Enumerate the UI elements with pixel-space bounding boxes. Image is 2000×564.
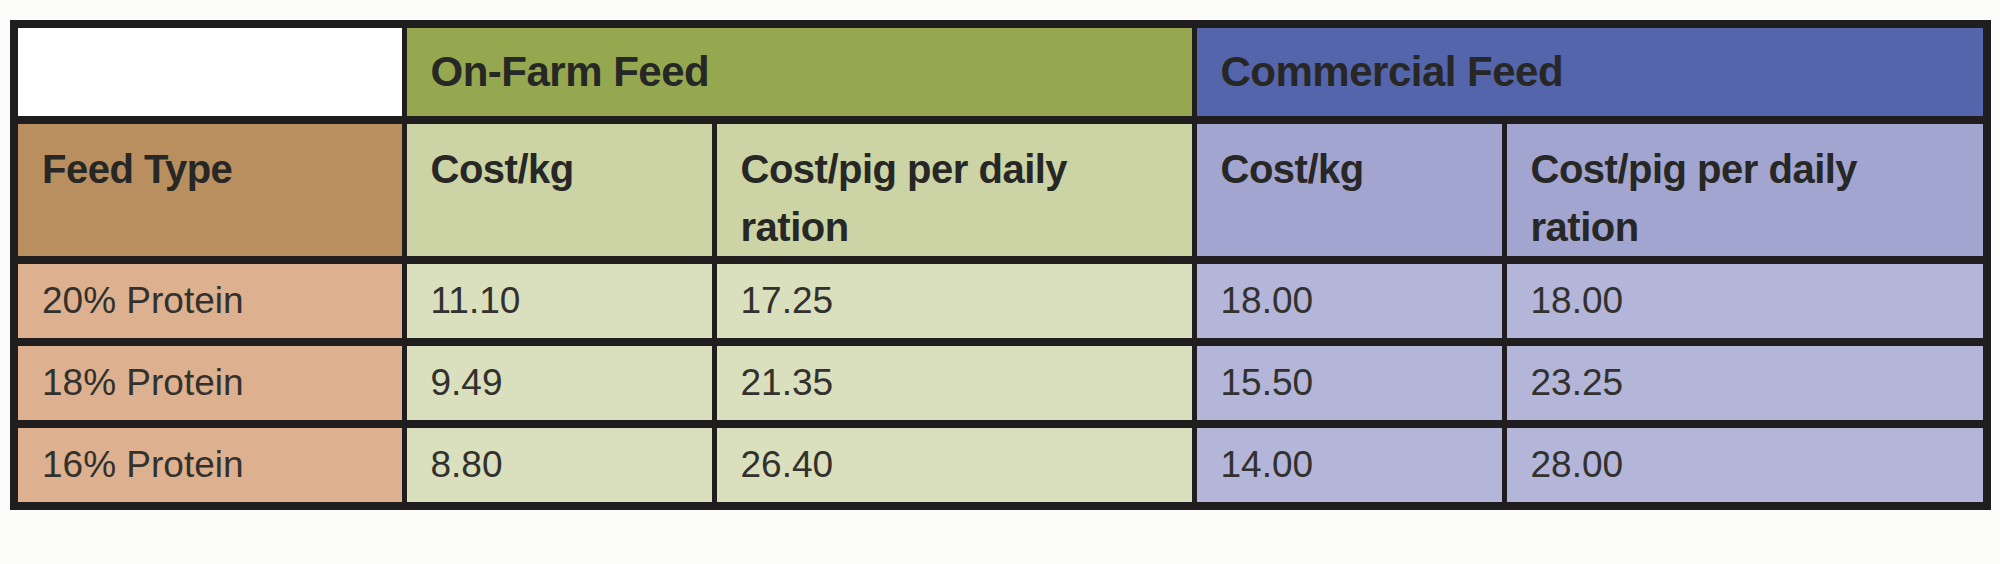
value-cell-onfarm-cost-pig: 26.40 — [714, 424, 1194, 506]
value-cell-commercial-cost-pig: 23.25 — [1504, 342, 1987, 424]
value-cell-onfarm-cost-kg: 9.49 — [404, 342, 714, 424]
column-header-onfarm-cost-pig-ration: Cost/pig per daily ration — [714, 120, 1194, 260]
group-header-onfarm: On-Farm Feed — [404, 24, 1194, 120]
value-cell-onfarm-cost-kg: 8.80 — [404, 424, 714, 506]
value-cell-onfarm-cost-kg: 11.10 — [404, 260, 714, 342]
column-header-commercial-cost-kg: Cost/kg — [1194, 120, 1504, 260]
feed-type-cell: 18% Protein — [14, 342, 404, 424]
value-cell-commercial-cost-kg: 15.50 — [1194, 342, 1504, 424]
group-header-commercial: Commercial Feed — [1194, 24, 1987, 120]
group-header-row: On-Farm Feed Commercial Feed — [14, 24, 1987, 120]
value-cell-onfarm-cost-pig: 21.35 — [714, 342, 1194, 424]
feed-type-cell: 20% Protein — [14, 260, 404, 342]
value-cell-commercial-cost-pig: 28.00 — [1504, 424, 1987, 506]
table-row: 20% Protein 11.10 17.25 18.00 18.00 — [14, 260, 1987, 342]
column-header-commercial-cost-pig-ration: Cost/pig per daily ration — [1504, 120, 1987, 260]
feed-cost-table: On-Farm Feed Commercial Feed Feed Type C… — [10, 20, 1991, 510]
column-header-feed-type: Feed Type — [14, 120, 404, 260]
value-cell-onfarm-cost-pig: 17.25 — [714, 260, 1194, 342]
page: On-Farm Feed Commercial Feed Feed Type C… — [0, 0, 2000, 564]
column-header-onfarm-cost-kg: Cost/kg — [404, 120, 714, 260]
table-row: 16% Protein 8.80 26.40 14.00 28.00 — [14, 424, 1987, 506]
corner-cell — [14, 24, 404, 120]
column-header-row: Feed Type Cost/kg Cost/pig per daily rat… — [14, 120, 1987, 260]
feed-type-cell: 16% Protein — [14, 424, 404, 506]
table-row: 18% Protein 9.49 21.35 15.50 23.25 — [14, 342, 1987, 424]
value-cell-commercial-cost-kg: 18.00 — [1194, 260, 1504, 342]
value-cell-commercial-cost-kg: 14.00 — [1194, 424, 1504, 506]
value-cell-commercial-cost-pig: 18.00 — [1504, 260, 1987, 342]
